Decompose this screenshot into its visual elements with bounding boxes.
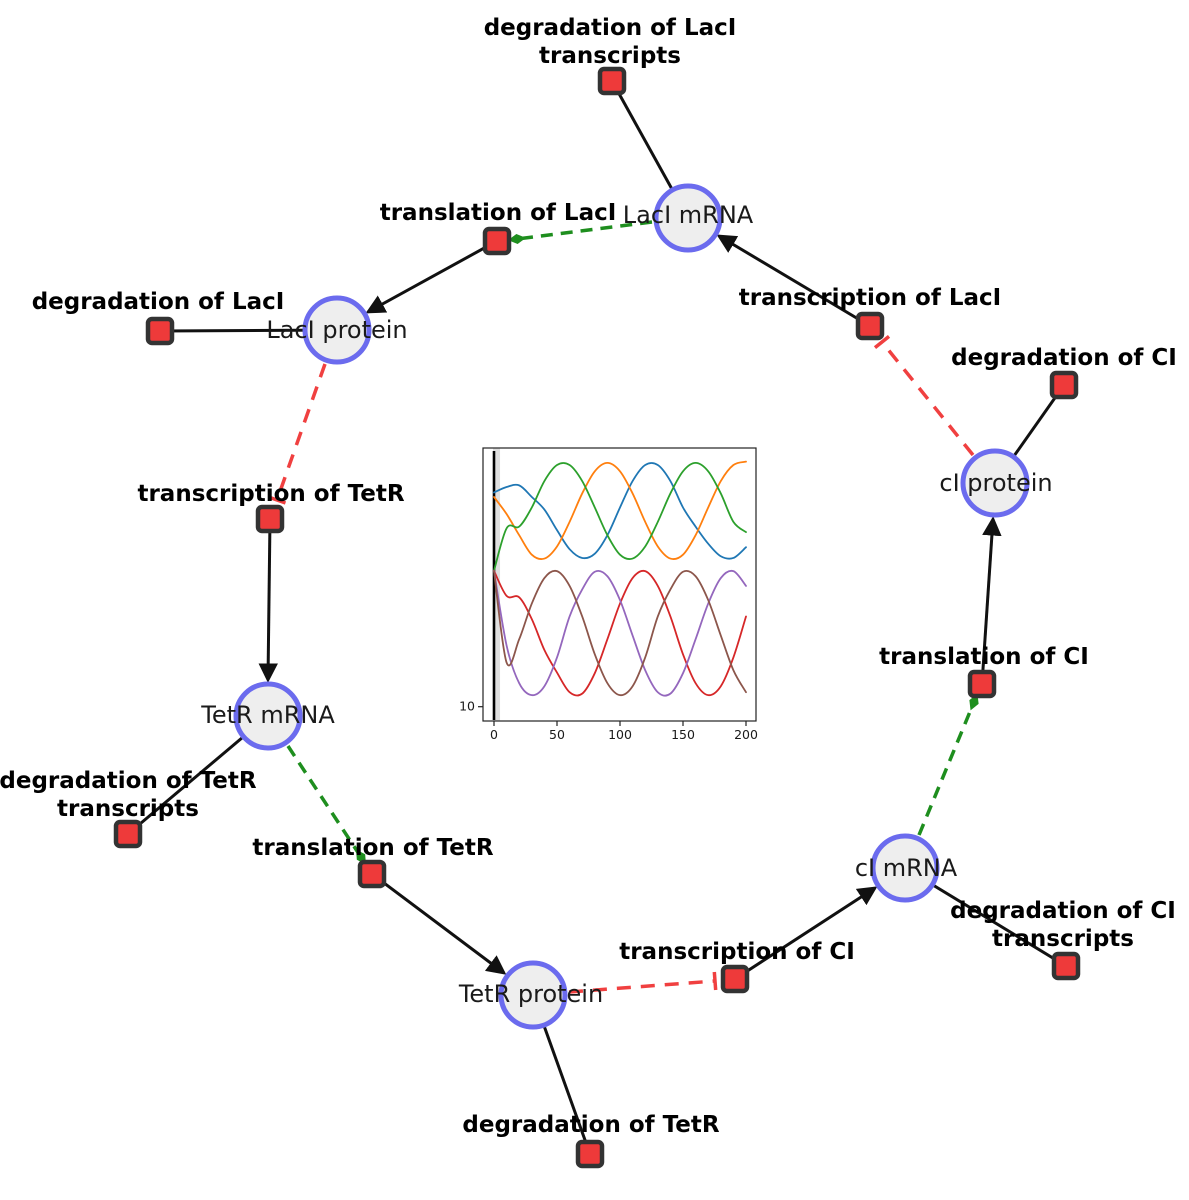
tee-head-icon: [873, 334, 891, 350]
reaction-label-transcription-tetr: transcription of TetR: [137, 481, 405, 507]
species-label-tetr-mrna: TetR mRNA: [201, 701, 335, 729]
chart-series-X: [493, 569, 747, 697]
x-tick-label: 150: [671, 727, 695, 742]
species-label-ci-mrna: cI mRNA: [854, 854, 958, 882]
species-label-laci-protein: LacI protein: [266, 316, 408, 344]
x-tick-label: 200: [734, 727, 758, 742]
reaction-label-translation-laci: translation of LacI: [379, 200, 617, 226]
species-label-laci-mrna: LacI mRNA: [622, 201, 754, 229]
edge-tetrprotein-represses-ci: [568, 979, 716, 994]
edge-ciprotein-represses-laci: [880, 340, 975, 457]
node-transcription-tetr[interactable]: [255, 504, 285, 534]
edge-cimrna-activates-translation: [917, 701, 976, 836]
node-ci-protein[interactable]: [960, 448, 1030, 518]
chart-series-Y: [493, 569, 747, 697]
activation-edges: [286, 220, 976, 858]
reaction-label-deg-tetr: degradation of TetR: [462, 1112, 720, 1138]
node-deg-tetr-transcripts[interactable]: [113, 819, 143, 849]
node-translation-ci[interactable]: [967, 669, 997, 699]
inhibition-edges: [275, 340, 975, 994]
inset-chart-svg: 0 50 100 150 200 10: [459, 447, 758, 742]
node-tetr-mrna[interactable]: [233, 681, 303, 751]
node-deg-ci[interactable]: [1049, 370, 1079, 400]
chart-series-PX: [493, 462, 747, 560]
reaction-label-transcription-ci: transcription of CI: [619, 939, 855, 965]
node-transcription-laci[interactable]: [855, 311, 885, 341]
reaction-label-line: degradation of TetR: [0, 768, 257, 794]
chart-series-PY: [493, 460, 747, 560]
node-deg-ci-transcripts[interactable]: [1051, 951, 1081, 981]
node-deg-laci-transcripts[interactable]: [597, 66, 627, 96]
reaction-label-deg-tetr-transcripts: degradation of TetR transcripts: [0, 767, 257, 823]
species-nodes: [233, 183, 1030, 1030]
reaction-label-line: degradation of CI: [950, 898, 1176, 924]
reaction-label-line: transcripts: [992, 926, 1134, 952]
node-laci-mrna[interactable]: [653, 183, 723, 253]
reaction-label-line: transcripts: [539, 43, 681, 69]
chart-series-Z: [493, 569, 747, 697]
diamond-head-icon: [508, 234, 526, 244]
y-tick-label: 10: [459, 699, 475, 714]
reaction-label-deg-laci: degradation of LacI: [31, 289, 285, 315]
node-tetr-protein[interactable]: [498, 960, 568, 1030]
edge-laciprotein-represses-tetr: [275, 363, 327, 501]
x-tick-label: 0: [490, 727, 498, 742]
inhibition-tee-heads: [267, 334, 891, 991]
reaction-label-deg-laci-transcripts: degradation of LacI transcripts: [484, 14, 737, 70]
edge-lacimrna-activates-translation: [516, 220, 653, 241]
reaction-label-transcription-laci: transcription of LacI: [738, 285, 1002, 311]
node-translation-tetr[interactable]: [357, 859, 387, 889]
edge-translation-tetr-to-protein: [371, 872, 507, 975]
reaction-label-deg-ci-transcripts: degradation of CI transcripts: [950, 897, 1176, 953]
tee-head-icon: [267, 495, 287, 505]
node-deg-laci[interactable]: [145, 316, 175, 346]
species-label-ci-protein: cI protein: [939, 469, 1053, 497]
inset-chart: 0 50 100 150 200 10: [420, 420, 780, 760]
reaction-label-translation-ci: translation of CI: [879, 644, 1089, 670]
edge-tetrmrna-activates-translation: [286, 745, 363, 858]
node-laci-protein[interactable]: [302, 295, 372, 365]
reaction-label-translation-tetr: translation of TetR: [252, 835, 494, 861]
species-label-tetr-protein: TetR protein: [458, 980, 604, 1008]
node-ci-mrna[interactable]: [870, 833, 940, 903]
chart-series-PZ: [493, 461, 747, 572]
node-deg-tetr[interactable]: [575, 1139, 605, 1169]
edge-transcription-laci-to-mrna: [716, 234, 871, 328]
edge-translation-ci-to-protein: [980, 516, 1002, 685]
reaction-label-line: transcripts: [57, 796, 199, 822]
reaction-label-deg-ci: degradation of CI: [951, 345, 1177, 371]
x-tick-label: 100: [608, 727, 632, 742]
edge-transcription-tetr-to-mrna: [258, 518, 278, 683]
x-tick-label: 50: [549, 727, 565, 742]
node-translation-laci[interactable]: [482, 226, 512, 256]
tee-head-icon: [712, 971, 718, 991]
chart-curves: [493, 460, 747, 697]
node-transcription-ci[interactable]: [720, 964, 750, 994]
production-edges: [258, 234, 1002, 981]
edge-transcription-ci-to-mrna: [734, 886, 878, 981]
edge-translation-laci-to-protein: [365, 239, 498, 314]
reaction-label-line: degradation of LacI: [483, 15, 737, 41]
reaction-nodes: [113, 66, 1081, 1169]
